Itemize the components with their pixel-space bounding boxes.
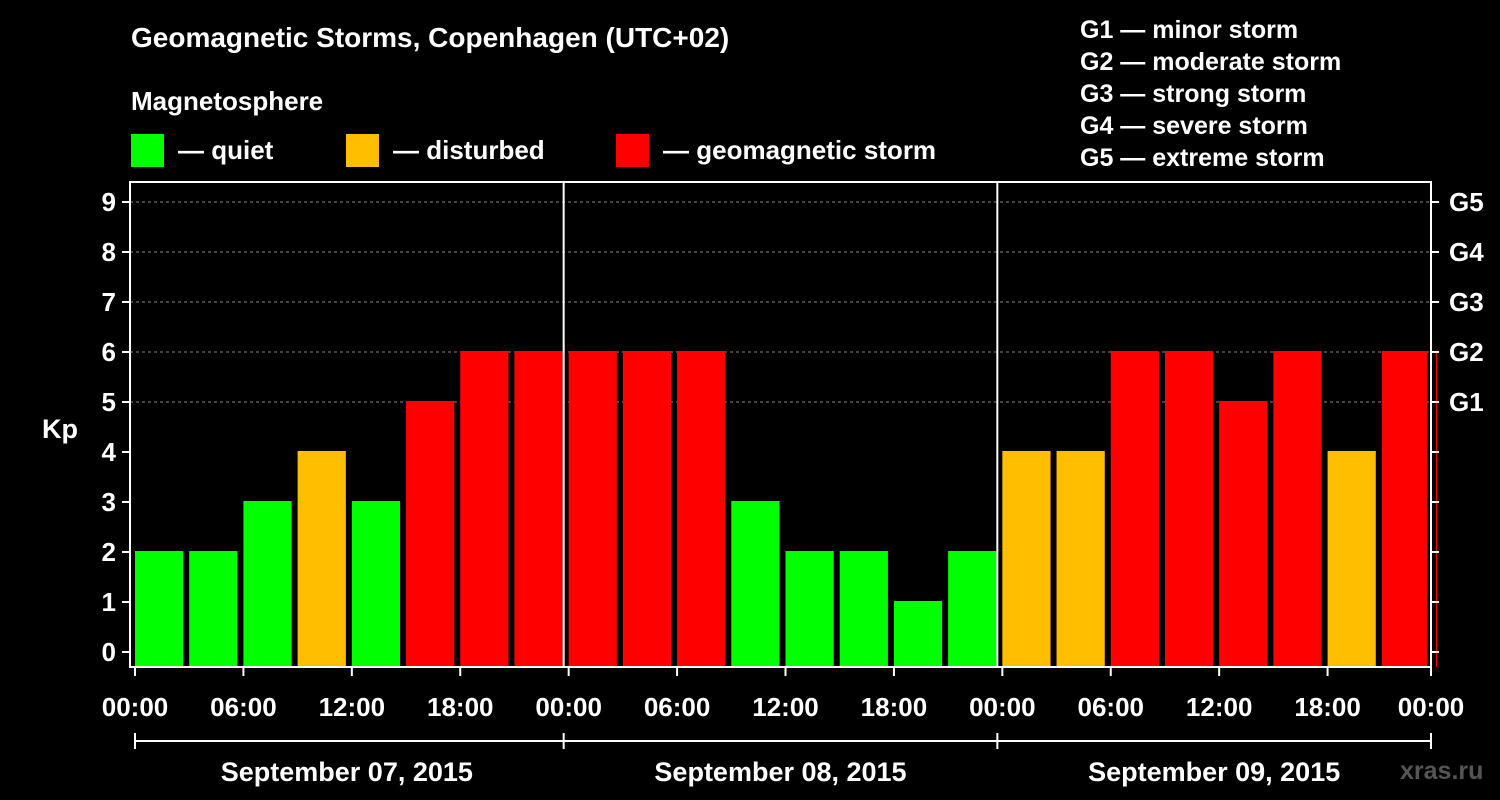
x-tick-label: 00:00 bbox=[1398, 692, 1465, 722]
legend-item-storm: — geomagnetic storm bbox=[616, 132, 936, 168]
day-label: September 07, 2015 bbox=[221, 757, 473, 787]
x-tick-label: 00:00 bbox=[102, 692, 169, 722]
g-tick-label: G3 bbox=[1449, 287, 1484, 317]
x-tick-label: 00:00 bbox=[969, 692, 1036, 722]
g-tick-label: G2 bbox=[1449, 337, 1484, 367]
y-tick-label: 4 bbox=[102, 437, 117, 467]
legend-label-quiet: — quiet bbox=[178, 134, 274, 165]
kp-bar bbox=[1164, 351, 1214, 667]
kp-bar bbox=[785, 551, 834, 667]
legend-item-disturbed: — disturbed bbox=[346, 132, 545, 168]
g-level-g5: G5 — extreme storm bbox=[1080, 144, 1325, 172]
kp-bar bbox=[1056, 451, 1105, 667]
kp-bar bbox=[135, 551, 184, 667]
kp-bar bbox=[1002, 451, 1051, 667]
chart-title: Geomagnetic Storms, Copenhagen (UTC+02) bbox=[131, 22, 730, 53]
y-tick-label: 1 bbox=[102, 587, 116, 617]
x-tick-label: 12:00 bbox=[752, 692, 819, 722]
y-tick-label: 2 bbox=[102, 537, 116, 567]
g-level-g3: G3 — strong storm bbox=[1080, 80, 1307, 108]
kp-bar bbox=[514, 351, 563, 667]
y-tick-label: 9 bbox=[102, 187, 116, 217]
legend-swatch-quiet bbox=[131, 133, 164, 167]
g-tick-label: G1 bbox=[1449, 387, 1484, 417]
day-label: September 09, 2015 bbox=[1088, 757, 1340, 787]
kp-bar bbox=[731, 501, 780, 667]
kp-bar bbox=[1436, 351, 1437, 667]
legend-label-storm: — geomagnetic storm bbox=[663, 134, 937, 165]
kp-bar bbox=[243, 501, 292, 667]
g-level-g4: G4 — severe storm bbox=[1080, 112, 1308, 140]
g-level-g1: G1 — minor storm bbox=[1080, 16, 1299, 44]
kp-bar bbox=[189, 551, 238, 667]
x-tick-label: 12:00 bbox=[1186, 692, 1253, 722]
kp-bar bbox=[839, 551, 888, 667]
magnetosphere-title: Magnetosphere bbox=[131, 86, 324, 116]
legend-swatch-storm bbox=[616, 133, 649, 167]
kp-bar bbox=[351, 501, 401, 667]
legend-item-quiet: — quiet bbox=[131, 132, 273, 168]
x-tick-label: 18:00 bbox=[427, 692, 494, 722]
kp-bar bbox=[948, 551, 997, 667]
kp-bar bbox=[622, 351, 672, 667]
kp-bar bbox=[1273, 351, 1322, 667]
x-tick-label: 18:00 bbox=[861, 692, 928, 722]
x-tick-label: 00:00 bbox=[535, 692, 602, 722]
g-tick-label: G5 bbox=[1449, 187, 1484, 217]
y-tick-label: 6 bbox=[102, 337, 116, 367]
y-tick-label: 7 bbox=[102, 287, 116, 317]
kp-bar bbox=[1110, 351, 1159, 667]
y-tick-label: 8 bbox=[102, 237, 116, 267]
day-label: September 08, 2015 bbox=[654, 757, 906, 787]
legend-label-disturbed: — disturbed bbox=[393, 134, 545, 165]
kp-bar bbox=[568, 351, 617, 667]
x-tick-label: 18:00 bbox=[1294, 692, 1361, 722]
y-tick-label: 0 bbox=[102, 637, 116, 667]
kp-bar bbox=[1327, 451, 1376, 667]
kp-bar bbox=[297, 451, 346, 667]
g-level-g2: G2 — moderate storm bbox=[1080, 48, 1342, 76]
kp-bar bbox=[1381, 351, 1427, 667]
g-level-legend: G1 — minor storm G2 — moderate storm G3 … bbox=[1080, 14, 1341, 174]
kp-bar bbox=[460, 351, 509, 667]
kp-bar bbox=[406, 401, 455, 667]
plot-frame bbox=[129, 181, 1432, 668]
x-tick-label: 06:00 bbox=[644, 692, 711, 722]
kp-bar bbox=[1219, 401, 1268, 667]
y-axis-label: Kp bbox=[42, 414, 78, 444]
x-tick-label: 06:00 bbox=[210, 692, 277, 722]
g-tick-label: G4 bbox=[1449, 237, 1484, 267]
kp-bar bbox=[677, 351, 726, 667]
x-tick-label: 06:00 bbox=[1078, 692, 1145, 722]
legend-swatch-disturbed bbox=[346, 133, 379, 167]
y-tick-label: 5 bbox=[102, 387, 116, 417]
y-tick-label: 3 bbox=[102, 487, 116, 517]
kp-bar bbox=[893, 601, 943, 667]
watermark: xras.ru bbox=[1400, 757, 1484, 785]
x-tick-label: 12:00 bbox=[319, 692, 386, 722]
